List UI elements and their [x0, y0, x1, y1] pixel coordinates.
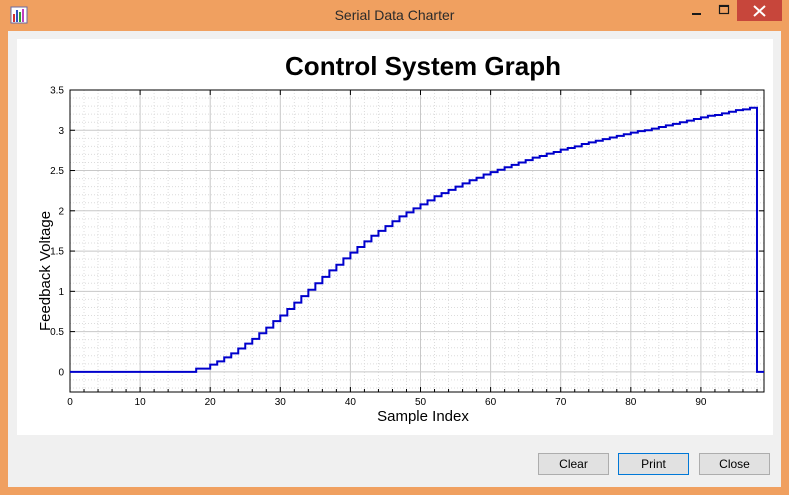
y-tick-label: 3.5 — [50, 86, 64, 97]
close-window-button[interactable] — [737, 0, 782, 21]
x-tick-label: 30 — [275, 397, 287, 408]
x-tick-label: 90 — [695, 397, 707, 408]
x-tick-label: 80 — [625, 397, 637, 408]
bar-chart-icon — [10, 6, 28, 24]
chart-title: Control System Graph — [285, 51, 561, 81]
plot-area: 0 10 20 30 40 50 60 70 80 90 0 0.5 1 1.5 2 2.5 3 3.5 — [50, 86, 765, 408]
chart-panel: Control System Graph Feedback Voltage Sa… — [17, 39, 773, 435]
minimize-button[interactable] — [683, 0, 710, 21]
y-tick-label: 1.5 — [50, 247, 64, 258]
client-area: Control System Graph Feedback Voltage Sa… — [8, 31, 781, 487]
y-tick-label: 2 — [58, 206, 64, 217]
plot-frame — [69, 89, 765, 393]
x-tick-label: 50 — [415, 397, 427, 408]
x-tick-label: 0 — [67, 397, 73, 408]
maximize-button[interactable] — [710, 0, 737, 21]
title-bar[interactable]: Serial Data Charter — [0, 0, 789, 31]
clear-button[interactable]: Clear — [538, 453, 609, 475]
minimize-icon — [692, 13, 701, 15]
maximize-icon — [718, 4, 730, 15]
x-tick-label: 40 — [345, 397, 357, 408]
y-tick-label: 3 — [58, 126, 64, 137]
y-tick-label: 1 — [58, 287, 64, 298]
window-title: Serial Data Charter — [334, 7, 455, 23]
x-tick-label: 20 — [205, 397, 217, 408]
y-tick-label: 0 — [58, 367, 64, 378]
close-icon — [753, 5, 766, 17]
x-axis-label: Sample Index — [377, 408, 469, 425]
series-line — [70, 106, 764, 373]
x-tick-label: 60 — [485, 397, 497, 408]
chart: Control System Graph Feedback Voltage Sa… — [37, 51, 765, 425]
close-button[interactable]: Close — [699, 453, 770, 475]
print-button[interactable]: Print — [618, 453, 689, 475]
y-axis-label: Feedback Voltage — [37, 211, 54, 331]
x-tick-label: 70 — [555, 397, 567, 408]
y-tick-label: 2.5 — [50, 166, 64, 177]
x-tick-label: 10 — [135, 397, 147, 408]
y-tick-label: 0.5 — [50, 327, 64, 338]
